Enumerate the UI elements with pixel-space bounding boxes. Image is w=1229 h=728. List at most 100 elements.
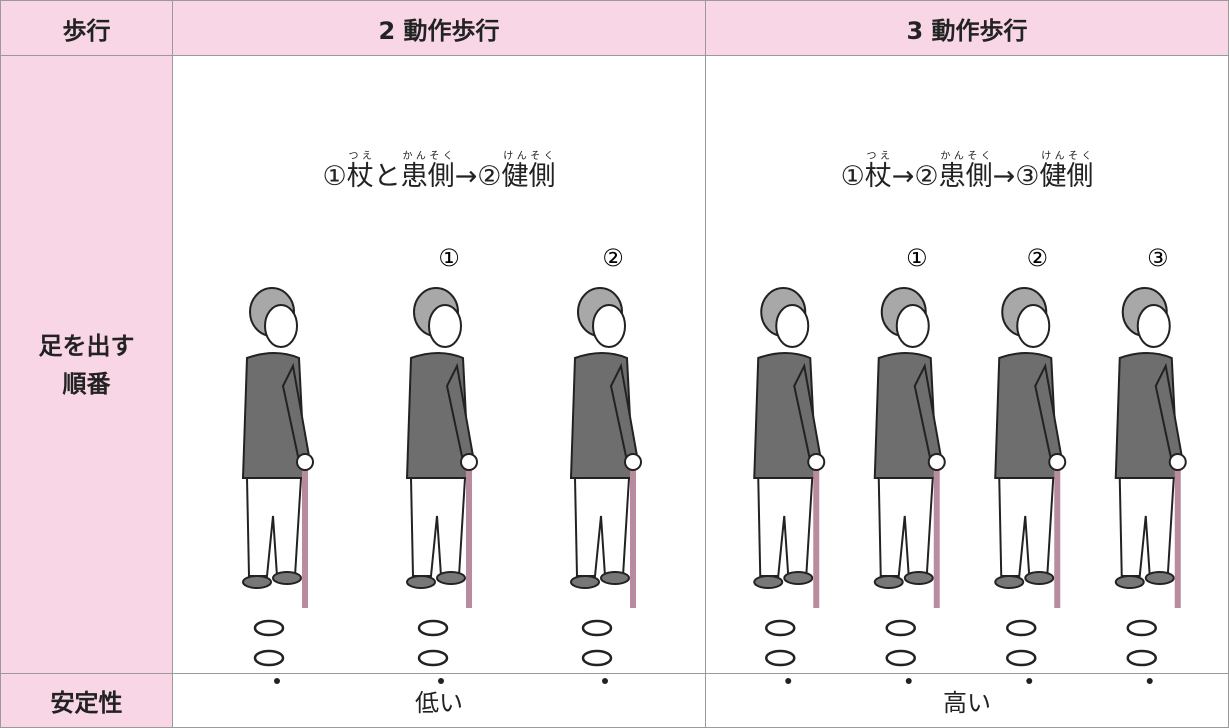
ruby-word: 杖つえ bbox=[865, 151, 892, 192]
sequence-caption: ①杖つえと患側かんそく→②健側けんそく bbox=[173, 151, 705, 193]
cane-dot bbox=[1146, 678, 1153, 684]
footprint bbox=[1006, 649, 1037, 667]
face bbox=[1136, 304, 1171, 348]
pants bbox=[409, 477, 467, 577]
footprint bbox=[1006, 619, 1037, 637]
shoe bbox=[600, 571, 630, 585]
shoe bbox=[436, 571, 466, 585]
pants bbox=[877, 477, 934, 577]
ruby-text: つえ bbox=[346, 151, 374, 162]
face bbox=[428, 304, 462, 348]
cane-dot bbox=[602, 678, 608, 684]
footprint bbox=[417, 649, 449, 667]
ruby-base: 患側 bbox=[938, 161, 993, 192]
step-label: ① bbox=[438, 244, 460, 272]
caption-text: と bbox=[373, 161, 401, 192]
ruby-word: 健側けんそく bbox=[1039, 151, 1094, 192]
hand bbox=[1168, 453, 1187, 471]
footprint bbox=[581, 649, 613, 667]
hand bbox=[927, 453, 946, 471]
face bbox=[775, 304, 810, 348]
person-figure: ② bbox=[569, 244, 642, 684]
row-label: 足を出す 順番 bbox=[0, 55, 173, 674]
step-label: ① bbox=[906, 244, 928, 272]
shoe bbox=[994, 575, 1025, 589]
shoe bbox=[1114, 575, 1145, 589]
order-cell: ①杖つえ→②患側かんそく→③健側けんそく ① ② ③ bbox=[705, 55, 1229, 684]
footprint bbox=[885, 619, 916, 637]
label-line: 順番 bbox=[62, 369, 111, 398]
person-figure: ② bbox=[994, 244, 1067, 684]
cane-dot bbox=[785, 678, 792, 684]
person-figure: ① bbox=[873, 244, 946, 684]
face bbox=[264, 304, 298, 348]
stability-value: 低い bbox=[172, 673, 706, 728]
ruby-word: 健側けんそく bbox=[501, 151, 556, 192]
person-figure bbox=[241, 287, 314, 684]
ruby-text: かんそく bbox=[400, 151, 455, 162]
figures: ① ② ③ bbox=[753, 244, 1187, 684]
pants bbox=[573, 477, 631, 577]
person-figure: ③ bbox=[1114, 244, 1187, 684]
footprint bbox=[765, 619, 796, 637]
cane-dot bbox=[1026, 678, 1033, 684]
footprint bbox=[581, 619, 613, 637]
hand bbox=[460, 453, 478, 471]
step-label: ② bbox=[1026, 244, 1048, 272]
pants bbox=[1118, 477, 1175, 577]
caption-text: →② bbox=[891, 161, 939, 192]
ruby-word: 患側かんそく bbox=[400, 151, 455, 192]
row-label: 安定性 bbox=[0, 673, 173, 728]
shoe bbox=[570, 575, 600, 589]
order-cell: ①杖つえと患側かんそく→②健側けんそく ① ② bbox=[172, 55, 706, 684]
caption-text: ① bbox=[322, 161, 347, 192]
shoe bbox=[1144, 571, 1175, 585]
caption-text: →③ bbox=[992, 161, 1040, 192]
ruby-base: 患側 bbox=[400, 161, 455, 192]
hand bbox=[624, 453, 642, 471]
shoe bbox=[753, 575, 784, 589]
header-cell: 3 動作歩行 bbox=[705, 0, 1229, 56]
shoe bbox=[406, 575, 436, 589]
caption-text: ① bbox=[840, 161, 865, 192]
footprint bbox=[253, 619, 285, 637]
step-label: ② bbox=[602, 244, 624, 272]
ruby-word: 患側かんそく bbox=[938, 151, 993, 192]
header-cell: 歩行 bbox=[0, 0, 173, 56]
ruby-word: 杖つえ bbox=[346, 151, 374, 192]
ruby-base: 健側 bbox=[501, 161, 556, 192]
footprint bbox=[885, 649, 916, 667]
ruby-base: 健側 bbox=[1039, 161, 1094, 192]
face bbox=[592, 304, 626, 348]
shoe bbox=[873, 575, 904, 589]
pants bbox=[757, 477, 814, 577]
shoe bbox=[783, 571, 814, 585]
caption-text: →② bbox=[454, 161, 502, 192]
hand bbox=[807, 453, 826, 471]
footprint bbox=[1126, 619, 1157, 637]
stability-value: 高い bbox=[705, 673, 1229, 728]
ruby-text: かんそく bbox=[938, 151, 993, 162]
footprint bbox=[417, 619, 449, 637]
cane-dot bbox=[438, 678, 444, 684]
hand bbox=[296, 453, 314, 471]
header-cell: 2 動作歩行 bbox=[172, 0, 706, 56]
pants bbox=[998, 477, 1055, 577]
sequence-caption: ①杖つえ→②患側かんそく→③健側けんそく bbox=[706, 151, 1228, 193]
shoe bbox=[272, 571, 302, 585]
footprint bbox=[765, 649, 796, 667]
face bbox=[1016, 304, 1051, 348]
ruby-text: つえ bbox=[864, 151, 892, 162]
ruby-text: けんそく bbox=[501, 151, 556, 162]
ruby-base: 杖 bbox=[346, 161, 374, 192]
ruby-text: けんそく bbox=[1039, 151, 1094, 162]
footprint bbox=[253, 649, 285, 667]
cane-dot bbox=[905, 678, 912, 684]
shoe bbox=[1024, 571, 1055, 585]
step-label: ③ bbox=[1147, 244, 1169, 272]
shoe bbox=[242, 575, 272, 589]
label-line: 足を出す bbox=[38, 331, 135, 360]
person-figure bbox=[753, 287, 826, 684]
